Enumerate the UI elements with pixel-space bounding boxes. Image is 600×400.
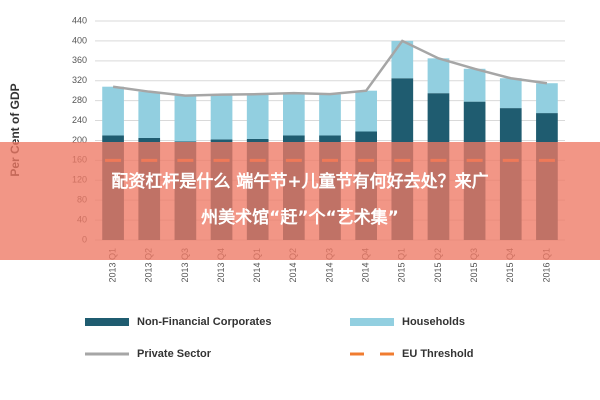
bar (283, 93, 305, 136)
y-tick-label: 280 (72, 95, 87, 105)
x-tick-label: 2014 Q4 (361, 248, 371, 283)
bar (174, 95, 197, 142)
x-tick-label: 2013 Q3 (180, 248, 190, 283)
x-tick-label: 2015 Q3 (469, 248, 479, 283)
banner-text: 配资杠杆是什么 端午节+儿童节有何好去处？来广 (111, 171, 488, 192)
bar (463, 68, 486, 102)
x-tick-label: 2013 Q2 (144, 248, 154, 283)
x-tick-label: 2015 Q4 (505, 248, 515, 283)
y-tick-label: 440 (72, 15, 87, 25)
legend-label: Non-Financial Corporates (137, 316, 271, 328)
legend-swatch (350, 318, 394, 326)
bar (427, 58, 450, 94)
x-tick-label: 2014 Q2 (288, 248, 298, 283)
bar (210, 94, 233, 140)
bar (391, 40, 414, 79)
legend-label: EU Threshold (402, 348, 474, 360)
x-tick-label: 2015 Q2 (433, 248, 443, 283)
bar (102, 86, 124, 136)
y-tick-label: 320 (72, 75, 87, 85)
bar (536, 83, 558, 114)
y-tick-label: 200 (72, 135, 87, 145)
x-tick-label: 2015 Q1 (397, 248, 407, 283)
legend-label: Private Sector (137, 348, 212, 360)
x-tick-label: 2014 Q3 (324, 248, 334, 283)
y-tick-label: 400 (72, 35, 87, 45)
bar (138, 91, 161, 138)
bar (246, 94, 269, 139)
legend-swatch (85, 318, 129, 326)
x-tick-label: 2014 Q1 (252, 248, 262, 283)
banner-text: 州美术馆“赶”个“艺术集” (200, 207, 399, 228)
legend-label: Households (402, 316, 465, 328)
y-tick-label: 240 (72, 115, 87, 125)
x-tick-label: 2016 Q1 (541, 248, 551, 283)
line (112, 39, 548, 97)
bar (355, 90, 377, 132)
banner (0, 142, 600, 260)
y-tick-label: 360 (72, 55, 87, 65)
bar (319, 94, 341, 136)
bar (499, 78, 522, 109)
x-tick-label: 2013 Q1 (107, 248, 117, 283)
x-tick-label: 2013 Q4 (216, 248, 226, 283)
